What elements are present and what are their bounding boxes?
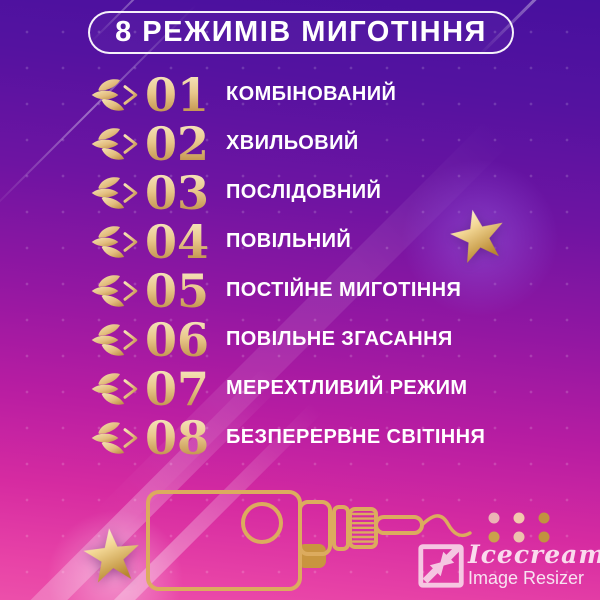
- page-title: 8 РЕЖИМІВ МИГОТІННЯ: [115, 16, 487, 48]
- mode-row: 06 ПОВІЛЬНЕ ЗГАСАННЯ: [90, 315, 560, 364]
- leaf-flourish-icon: [90, 175, 140, 211]
- mode-number: 08: [144, 410, 209, 465]
- modes-list: 01 КОМБІНОВАНИЙ 02 ХВИЛЬОВИЙ 03 ПОСЛІДОВ…: [90, 70, 560, 462]
- leaf-flourish-icon: [90, 420, 140, 456]
- mode-label: КОМБІНОВАНИЙ: [226, 83, 397, 105]
- mode-row: 07 МЕРЕХТЛИВИЙ РЕЖИМ: [90, 364, 560, 413]
- mode-label: МЕРЕХТЛИВИЙ РЕЖИМ: [226, 377, 468, 399]
- dot-grid-decoration: [488, 512, 550, 543]
- mode-row: 02 ХВИЛЬОВИЙ: [90, 119, 560, 168]
- mode-row: 05 ПОСТІЙНЕ МИГОТІННЯ: [90, 266, 560, 315]
- mode-number: 07: [144, 361, 209, 416]
- mode-number: 05: [144, 263, 209, 318]
- light-string-controller-illustration: [146, 490, 472, 591]
- mode-number: 03: [144, 165, 209, 220]
- leaf-flourish-icon: [90, 126, 140, 162]
- leaf-flourish-icon: [90, 224, 140, 260]
- star-icon: [83, 528, 139, 583]
- star-icon: [450, 209, 503, 263]
- leaf-flourish-icon: [90, 273, 140, 309]
- watermark-product: Image Resizer: [468, 568, 585, 588]
- leaf-flourish-icon: [90, 322, 140, 358]
- mode-row: 03 ПОСЛІДОВНИЙ: [90, 168, 560, 217]
- mode-label: ПОВІЛЬНЕ ЗГАСАННЯ: [226, 328, 453, 350]
- mode-label: ПОСТІЙНЕ МИГОТІННЯ: [226, 279, 462, 301]
- resize-arrows-icon: [418, 544, 464, 588]
- header-pill: 8 РЕЖИМІВ МИГОТІННЯ: [88, 11, 514, 54]
- mode-number: 01: [144, 67, 209, 122]
- leaf-flourish-icon: [90, 77, 140, 113]
- mode-number: 02: [144, 116, 209, 171]
- mode-row: 04 ПОВІЛЬНИЙ: [90, 217, 560, 266]
- mode-number: 06: [144, 312, 209, 367]
- mode-label: ПОСЛІДОВНИЙ: [226, 181, 382, 203]
- mode-row: 08 БЕЗПЕРЕРВНЕ СВІТІННЯ: [90, 413, 560, 462]
- mode-label: БЕЗПЕРЕРВНЕ СВІТІННЯ: [226, 426, 486, 448]
- leaf-flourish-icon: [90, 371, 140, 407]
- mode-label: ХВИЛЬОВИЙ: [226, 132, 359, 154]
- mode-row: 01 КОМБІНОВАНИЙ: [90, 70, 560, 119]
- mode-label: ПОВІЛЬНИЙ: [226, 230, 352, 252]
- watermark-brand: Icecream: [468, 540, 600, 569]
- mode-number: 04: [144, 214, 209, 269]
